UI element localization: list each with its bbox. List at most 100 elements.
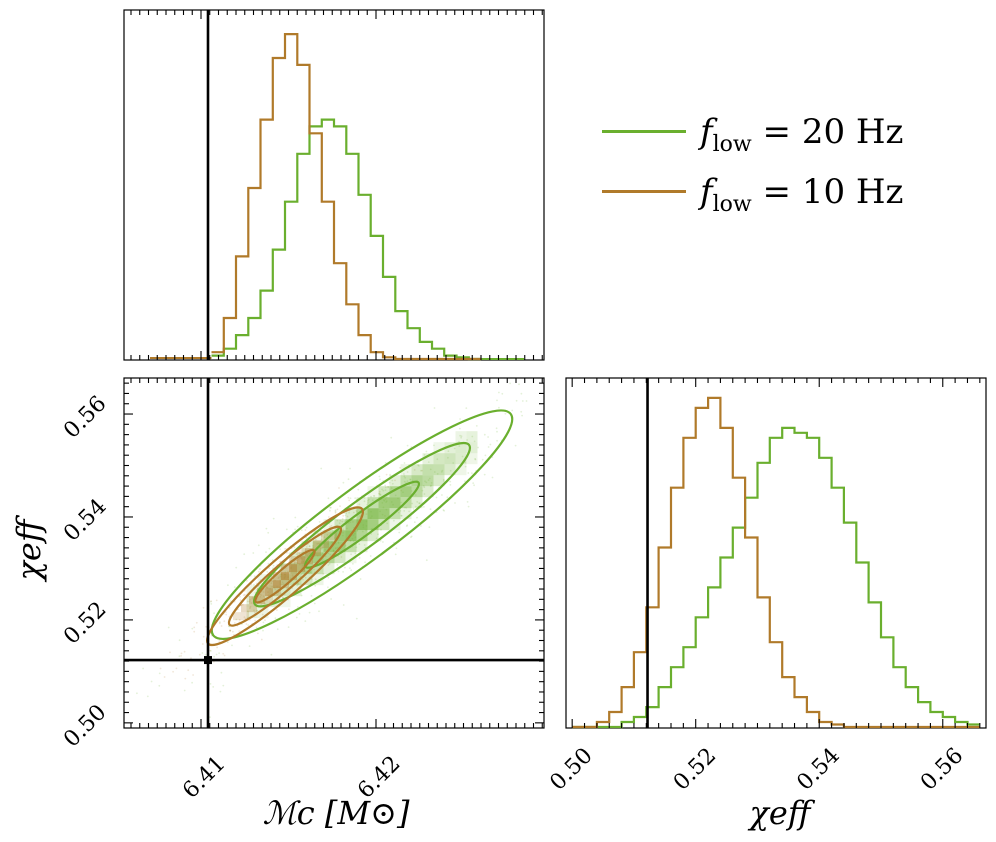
- scatter-point: [250, 602, 253, 604]
- scatter-point: [172, 670, 175, 673]
- legend-line-green: [602, 130, 686, 133]
- scatter-point: [336, 508, 339, 511]
- scatter-point: [210, 603, 213, 605]
- scatter-point: [329, 506, 332, 509]
- scatter-point: [219, 690, 222, 693]
- scatter-point: [347, 496, 350, 499]
- density-cell: [389, 486, 401, 498]
- scatter-point: [498, 391, 500, 394]
- scatter-point: [223, 654, 226, 657]
- scatter-point: [420, 469, 422, 472]
- scatter-point: [425, 450, 428, 453]
- density-cell: [305, 548, 313, 557]
- scatter-point: [404, 506, 406, 509]
- scatter-point: [265, 527, 268, 530]
- scatter-point: [388, 481, 391, 484]
- scatter-point: [260, 603, 263, 606]
- density-cell: [422, 475, 434, 487]
- scatter-point: [414, 505, 417, 508]
- density-cell: [400, 508, 412, 520]
- scatter-point: [265, 585, 268, 588]
- density-cell: [455, 442, 467, 454]
- scatter-point: [209, 683, 212, 685]
- density-cell: [345, 508, 357, 520]
- scatter-point: [187, 669, 190, 672]
- scatter-point: [391, 479, 394, 482]
- density-cell: [323, 519, 335, 531]
- scatter-point: [294, 516, 297, 519]
- scatter-point: [378, 492, 381, 495]
- scatter-point: [315, 538, 317, 541]
- scatter-point: [449, 469, 452, 472]
- scatter-point: [397, 511, 400, 514]
- scatter-point: [336, 519, 339, 522]
- density-cell: [378, 519, 390, 531]
- scatter-point: [216, 646, 219, 649]
- scatter-point: [295, 616, 298, 619]
- density-cell: [400, 464, 412, 476]
- chi-x-tick-label: 0.50: [545, 743, 597, 795]
- density-cell: [323, 541, 335, 553]
- joint-x-tick-label: 6.41: [178, 751, 230, 803]
- scatter-point: [430, 482, 433, 484]
- scatter-point: [209, 716, 211, 719]
- scatter-point: [136, 692, 138, 695]
- density-cell: [444, 453, 456, 465]
- scatter-point: [367, 498, 370, 501]
- density-cell: [305, 556, 313, 565]
- density-cell: [334, 519, 346, 531]
- scatter-point: [473, 484, 475, 487]
- scatter-point: [358, 503, 361, 506]
- scatter-point: [501, 392, 504, 395]
- scatter-point: [483, 433, 486, 436]
- scatter-point: [198, 653, 201, 656]
- scatter-point: [191, 627, 194, 630]
- scatter-point: [442, 478, 445, 481]
- scatter-point: [546, 418, 548, 420]
- scatter-point: [371, 499, 374, 502]
- scatter-point: [547, 403, 549, 405]
- scatter-point: [308, 545, 311, 547]
- scatter-point: [557, 357, 559, 359]
- scatter-point: [394, 479, 396, 482]
- scatter-point: [238, 619, 241, 621]
- scatter-point: [302, 578, 304, 581]
- scatter-point: [225, 611, 227, 613]
- scatter-point: [261, 613, 264, 616]
- density-cell: [433, 442, 445, 454]
- x-axis-label-right: χeff: [748, 794, 816, 832]
- scatter-point: [313, 568, 315, 571]
- scatter-point: [142, 667, 145, 670]
- scatter-point: [514, 444, 517, 447]
- scatter-point: [363, 497, 366, 499]
- scatter-point: [387, 486, 390, 489]
- scatter-point: [416, 516, 418, 519]
- scatter-point: [296, 606, 299, 608]
- density-cell: [466, 453, 478, 465]
- scatter-point: [296, 525, 299, 528]
- scatter-point: [377, 533, 379, 536]
- scatter-point: [267, 562, 270, 565]
- scatter-point: [249, 605, 252, 608]
- scatter-point: [233, 622, 236, 624]
- scatter-point: [341, 520, 344, 523]
- scatter-point: [193, 626, 196, 629]
- scatter-point: [229, 630, 232, 632]
- scatter-point: [318, 521, 321, 523]
- scatter-point: [222, 684, 225, 687]
- scatter-point: [225, 613, 228, 616]
- scatter-point: [385, 473, 388, 476]
- density-cell: [389, 519, 401, 531]
- scatter-point: [504, 412, 507, 415]
- scatter-point: [276, 628, 279, 631]
- scatter-point: [464, 461, 467, 464]
- scatter-point: [394, 553, 397, 556]
- scatter-point: [246, 610, 249, 613]
- scatter-point: [342, 604, 345, 606]
- chi-hist-brown: [572, 396, 980, 729]
- scatter-point: [235, 618, 238, 621]
- scatter-point: [521, 400, 524, 402]
- scatter-point: [306, 555, 309, 557]
- density-cell: [411, 486, 423, 498]
- scatter-point: [257, 570, 260, 573]
